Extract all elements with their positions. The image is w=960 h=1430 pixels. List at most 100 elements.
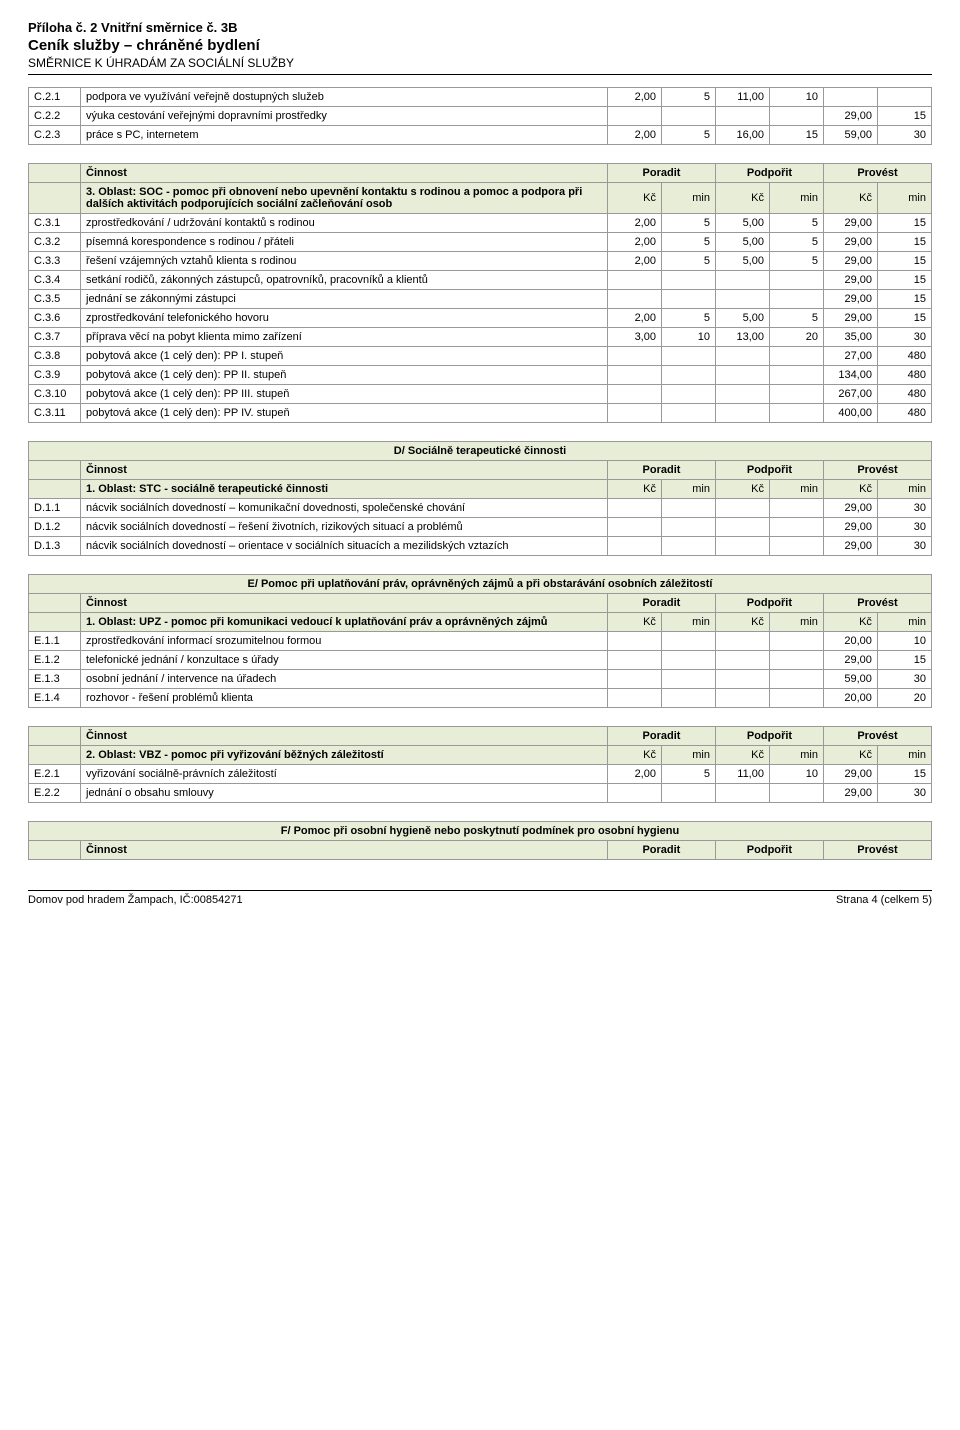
activity-header-row: Činnost Poradit Podpořit Provést <box>29 727 932 746</box>
row-value: 30 <box>877 518 931 537</box>
row-value <box>715 670 769 689</box>
row-value <box>715 632 769 651</box>
row-value <box>769 537 823 556</box>
row-value <box>661 385 715 404</box>
row-desc: příprava věcí na pobyt klienta mimo zaří… <box>81 328 608 347</box>
row-desc: řešení vzájemných vztahů klienta s rodin… <box>81 252 608 271</box>
activity-header-row: Činnost Poradit Podpořit Provést <box>29 461 932 480</box>
row-value: 10 <box>877 632 931 651</box>
row-value: 5,00 <box>715 252 769 271</box>
row-value: 29,00 <box>823 651 877 670</box>
row-value: 10 <box>661 328 715 347</box>
row-value: 29,00 <box>823 518 877 537</box>
row-value <box>661 651 715 670</box>
row-value: 16,00 <box>716 126 770 145</box>
row-value: 5 <box>769 252 823 271</box>
row-value: 30 <box>877 784 931 803</box>
activity-label: Činnost <box>81 164 608 183</box>
row-value <box>607 537 661 556</box>
footer-right: Strana 4 (celkem 5) <box>836 894 932 906</box>
table-row: D.1.1nácvik sociálních dovedností – komu… <box>29 499 932 518</box>
row-value: 11,00 <box>716 88 770 107</box>
row-value: 15 <box>877 765 931 784</box>
row-value: 11,00 <box>715 765 769 784</box>
row-value <box>715 366 769 385</box>
activity-header-row: Činnost Poradit Podpořit Provést <box>29 594 932 613</box>
row-code: C.3.2 <box>29 233 81 252</box>
row-value: 30 <box>877 499 931 518</box>
oblast-row: 2. Oblast: VBZ - pomoc při vyřizování bě… <box>29 746 932 765</box>
row-code: C.3.1 <box>29 214 81 233</box>
oblast-text: 3. Oblast: SOC - pomoc při obnovení nebo… <box>81 183 608 214</box>
row-value: 15 <box>877 214 931 233</box>
row-value: 30 <box>878 126 932 145</box>
row-value: 20,00 <box>823 689 877 708</box>
table-f: F/ Pomoc při osobní hygieně nebo poskytn… <box>28 821 932 860</box>
table-row: C.3.6zprostředkování telefonického hovor… <box>29 309 932 328</box>
row-value: 15 <box>877 271 931 290</box>
row-value: 59,00 <box>824 126 878 145</box>
row-value <box>715 499 769 518</box>
row-value: 13,00 <box>715 328 769 347</box>
row-value <box>661 404 715 423</box>
row-value <box>715 271 769 290</box>
row-value: 5 <box>661 765 715 784</box>
row-code: C.3.9 <box>29 366 81 385</box>
table-row: D.1.2nácvik sociálních dovedností – řeše… <box>29 518 932 537</box>
table-row: C.3.4setkání rodičů, zákonných zástupců,… <box>29 271 932 290</box>
table-row: C.3.10pobytová akce (1 celý den): PP III… <box>29 385 932 404</box>
row-desc: telefonické jednání / konzultace s úřady <box>81 651 608 670</box>
table-row: C.3.8pobytová akce (1 celý den): PP I. s… <box>29 347 932 366</box>
row-value <box>607 518 661 537</box>
row-value: 5 <box>661 233 715 252</box>
row-value <box>769 347 823 366</box>
row-value <box>607 651 661 670</box>
row-value <box>769 784 823 803</box>
row-value: 59,00 <box>823 670 877 689</box>
table-row: C.2.2výuka cestování veřejnými dopravním… <box>29 107 932 126</box>
row-code: C.3.8 <box>29 347 81 366</box>
table-row: E.1.2telefonické jednání / konzultace s … <box>29 651 932 670</box>
header-line1: Příloha č. 2 Vnitřní směrnice č. 3B <box>28 20 932 35</box>
row-value: 30 <box>877 328 931 347</box>
row-value: 30 <box>877 537 931 556</box>
row-value <box>769 385 823 404</box>
row-value: 20,00 <box>823 632 877 651</box>
row-code: C.3.11 <box>29 404 81 423</box>
row-value: 2,00 <box>608 88 662 107</box>
row-value <box>607 366 661 385</box>
row-code: C.3.3 <box>29 252 81 271</box>
row-code: C.3.7 <box>29 328 81 347</box>
row-desc: setkání rodičů, zákonných zástupců, opat… <box>81 271 608 290</box>
table-row: E.1.4rozhovor - řešení problémů klienta2… <box>29 689 932 708</box>
row-value <box>769 632 823 651</box>
row-value: 480 <box>877 366 931 385</box>
row-value: 15 <box>877 309 931 328</box>
section-f-title: F/ Pomoc při osobní hygieně nebo poskytn… <box>29 822 932 841</box>
row-value: 15 <box>877 290 931 309</box>
row-desc: pobytová akce (1 celý den): PP III. stup… <box>81 385 608 404</box>
row-value: 3,00 <box>607 328 661 347</box>
row-desc: práce s PC, internetem <box>81 126 608 145</box>
row-code: E.2.2 <box>29 784 81 803</box>
row-code: C.3.5 <box>29 290 81 309</box>
oblast-row: 1. Oblast: UPZ - pomoc při komunikaci ve… <box>29 613 932 632</box>
row-desc: výuka cestování veřejnými dopravními pro… <box>81 107 608 126</box>
table-row: C.3.1zprostředkování / udržování kontakt… <box>29 214 932 233</box>
table-row: C.3.7příprava věcí na pobyt klienta mimo… <box>29 328 932 347</box>
row-desc: nácvik sociálních dovedností – orientace… <box>81 537 608 556</box>
row-value <box>661 499 715 518</box>
row-code: E.1.2 <box>29 651 81 670</box>
row-value: 5,00 <box>715 309 769 328</box>
row-code: C.3.4 <box>29 271 81 290</box>
row-desc: nácvik sociálních dovedností – řešení ži… <box>81 518 608 537</box>
row-code: D.1.1 <box>29 499 81 518</box>
row-value: 480 <box>877 404 931 423</box>
row-value <box>716 107 770 126</box>
row-value: 30 <box>877 670 931 689</box>
row-value: 29,00 <box>823 252 877 271</box>
section-d-title: D/ Sociálně terapeutické činnosti <box>29 442 932 461</box>
row-value <box>607 784 661 803</box>
row-value <box>661 670 715 689</box>
row-desc: písemná korespondence s rodinou / přátel… <box>81 233 608 252</box>
